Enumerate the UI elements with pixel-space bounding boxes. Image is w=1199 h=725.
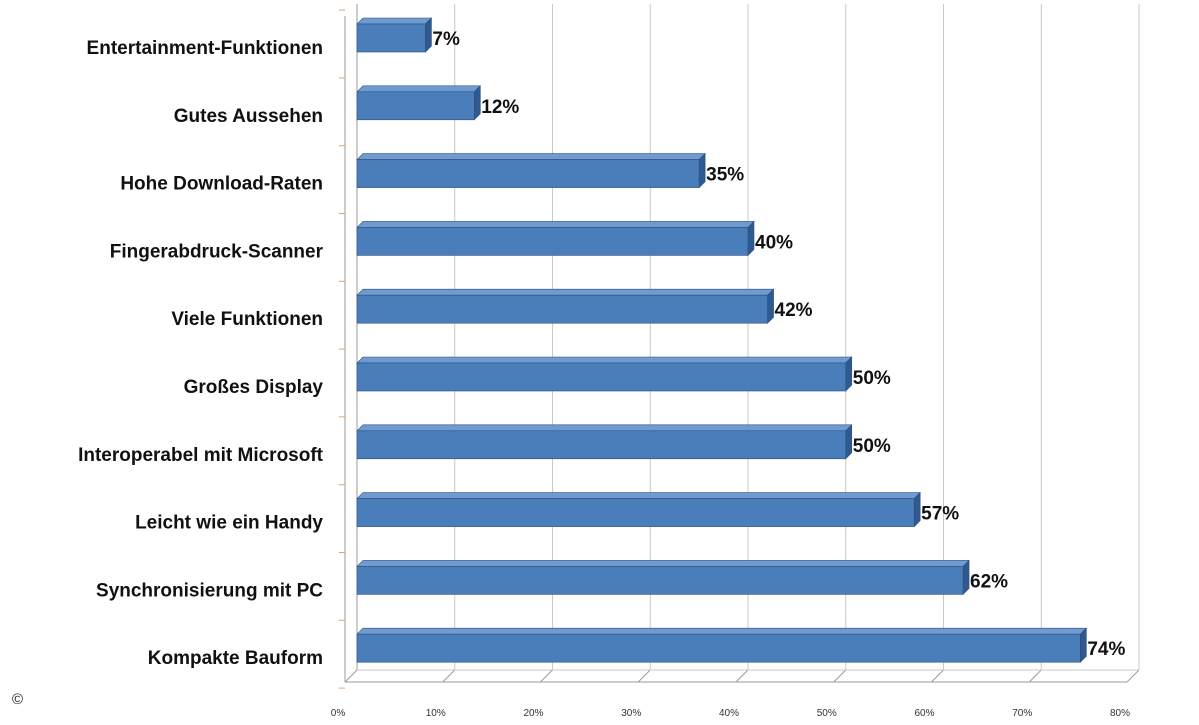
floor-gridline xyxy=(735,669,749,683)
label-layer: 7% Entertainment-Funktionen 12% Gutes Ausse… xyxy=(78,29,1125,669)
bar-front-face xyxy=(356,566,964,595)
bar xyxy=(356,356,853,392)
bar-value-label: 50% xyxy=(853,436,891,457)
bar-front-face xyxy=(356,498,915,527)
tick-layer: 0% 10% 20% 30% 40% 50% 60% 70% 80% xyxy=(331,708,1130,719)
bar-top-face xyxy=(356,288,775,296)
category-label: Hohe Download-Raten xyxy=(120,174,323,195)
category-label: Interoperabel mit Microsoft xyxy=(78,445,324,466)
bar-top-face xyxy=(356,492,921,499)
bar xyxy=(356,85,482,121)
copyright-mark: © xyxy=(12,691,23,708)
bar-value-label: 62% xyxy=(970,571,1008,592)
x-tick-label: 0% xyxy=(331,708,346,719)
x-tick-label: 80% xyxy=(1110,708,1130,719)
bar-front-face xyxy=(356,430,847,460)
bar-front-face xyxy=(356,227,749,256)
floor-gridline xyxy=(833,669,847,683)
bar-top-face xyxy=(356,424,853,432)
bar-top-face xyxy=(356,560,970,567)
category-label: Kompakte Bauform xyxy=(148,648,323,669)
bar-side-face xyxy=(845,356,853,392)
bar-side-face xyxy=(913,491,921,528)
bar-side-face xyxy=(747,220,755,257)
floor-gridline xyxy=(637,669,651,683)
bar-front-face xyxy=(356,633,1081,663)
bar-side-face xyxy=(962,559,970,596)
bar-value-label: 7% xyxy=(432,29,460,50)
floor-gridline xyxy=(1028,669,1042,683)
bar-value-label: 40% xyxy=(755,232,793,253)
bar-side-face xyxy=(473,85,481,121)
bar-side-face xyxy=(1080,627,1087,663)
floor-gridline xyxy=(344,669,358,683)
x-tick-label: 70% xyxy=(1012,708,1032,719)
bar-top-face xyxy=(356,17,433,25)
floor-gridline xyxy=(931,669,944,683)
bar xyxy=(356,424,853,460)
bar xyxy=(356,491,921,528)
floor-gridline xyxy=(540,669,553,683)
bar xyxy=(356,17,433,53)
bar-front-face xyxy=(356,294,768,324)
bar-front-face xyxy=(356,362,847,392)
floor-gridline xyxy=(1126,669,1140,683)
bar xyxy=(356,220,755,257)
bar-side-face xyxy=(425,17,432,53)
bar-top-face xyxy=(356,221,755,228)
bar-front-face xyxy=(356,23,426,53)
x-tick-label: 20% xyxy=(523,708,543,719)
category-label: Leicht wie ein Handy xyxy=(135,513,323,534)
bar xyxy=(356,627,1088,663)
category-label: Entertainment-Funktionen xyxy=(87,38,323,59)
bar-value-label: 74% xyxy=(1087,639,1125,660)
bar-front-face xyxy=(356,91,475,121)
bar-top-face xyxy=(356,627,1088,635)
x-tick-label: 30% xyxy=(621,708,641,719)
bar-top-face xyxy=(356,85,482,93)
category-label: Viele Funktionen xyxy=(171,309,323,330)
bar-top-face xyxy=(356,356,853,364)
bar-side-face xyxy=(845,424,853,460)
bar-top-face xyxy=(356,153,706,160)
x-tick-label: 40% xyxy=(719,708,739,719)
x-tick-label: 50% xyxy=(817,708,837,719)
bar-side-face xyxy=(698,152,706,189)
bar-layer xyxy=(356,17,1088,663)
x-tick-label: 10% xyxy=(426,708,446,719)
category-label: Gutes Aussehen xyxy=(174,106,323,127)
bar xyxy=(356,152,706,189)
bar xyxy=(356,288,775,324)
bar-value-label: 12% xyxy=(481,97,519,118)
bar-value-label: 35% xyxy=(706,165,744,186)
category-label: Synchronisierung mit PC xyxy=(96,580,323,601)
bar-value-label: 57% xyxy=(921,504,959,525)
x-tick-label: 60% xyxy=(914,708,934,719)
floor-gridline xyxy=(442,669,456,683)
bar-value-label: 50% xyxy=(853,368,891,389)
bar-value-label: 42% xyxy=(775,300,813,321)
category-label: Großes Display xyxy=(184,377,324,398)
bar xyxy=(356,559,970,596)
category-label: Fingerabdruck-Scanner xyxy=(110,241,324,262)
bar-side-face xyxy=(767,288,774,324)
bar-front-face xyxy=(356,159,700,188)
